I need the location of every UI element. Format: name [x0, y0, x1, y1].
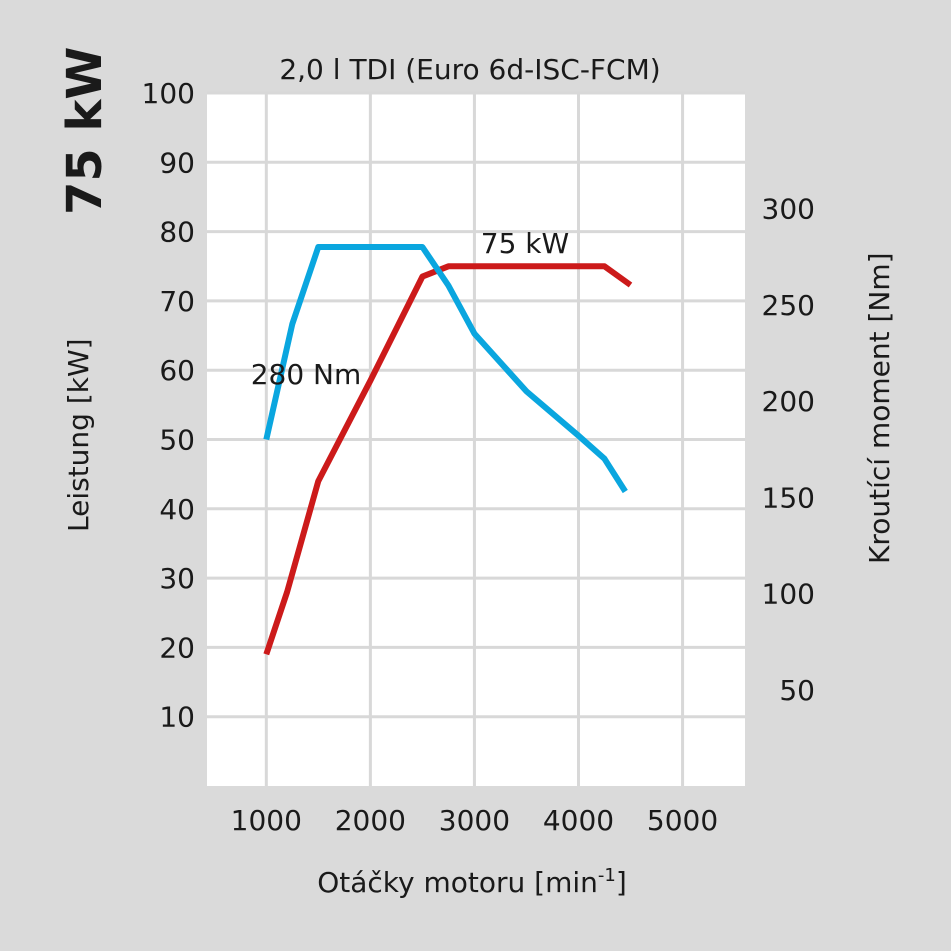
y2-axis-label: Kroutící moment [Nm] [863, 252, 896, 564]
x-tick-label: 4000 [543, 804, 614, 837]
x-tick-label: 3000 [439, 804, 510, 837]
power-curve [263, 263, 633, 656]
grid-lines [207, 91, 745, 786]
y-tick-label: 10 [159, 701, 195, 734]
data-series [263, 244, 633, 656]
y-tick-label: 40 [159, 493, 195, 526]
y2-axis-ticks: 50 100 150 200 250 300 [762, 193, 815, 707]
y2-tick-label: 50 [779, 674, 815, 707]
x-axis-ticks: 1000 2000 3000 4000 5000 [231, 804, 719, 837]
chart-title: 2,0 l TDI (Euro 6d-ISC-FCM) [279, 53, 660, 86]
y-tick-label: 60 [159, 354, 195, 387]
torque-curve [263, 244, 628, 494]
y-tick-label: 80 [159, 216, 195, 249]
y-tick-label: 70 [159, 285, 195, 318]
power-max-annotation: 75 kW [481, 227, 569, 260]
y2-tick-label: 200 [762, 385, 815, 418]
y-tick-label: 50 [159, 424, 195, 457]
y-tick-label: 100 [142, 77, 195, 110]
torque-max-annotation: 280 Nm [251, 358, 362, 391]
y2-tick-label: 150 [762, 481, 815, 514]
y2-tick-label: 100 [762, 578, 815, 611]
x-tick-label: 5000 [647, 804, 718, 837]
y-axis-label: Leistung [kW] [62, 338, 95, 532]
y-tick-label: 90 [159, 146, 195, 179]
y-tick-label: 20 [159, 631, 195, 664]
x-tick-label: 2000 [335, 804, 406, 837]
y-axis-ticks: 10 20 30 40 50 60 70 80 90 100 [142, 77, 195, 734]
y2-tick-label: 250 [762, 289, 815, 322]
y-tick-label: 30 [159, 562, 195, 595]
x-axis-label: Otáčky motoru [min-1] [317, 865, 627, 899]
x-tick-label: 1000 [231, 804, 302, 837]
power-rating-label: 75 kW [57, 47, 113, 215]
y2-tick-label: 300 [762, 193, 815, 226]
